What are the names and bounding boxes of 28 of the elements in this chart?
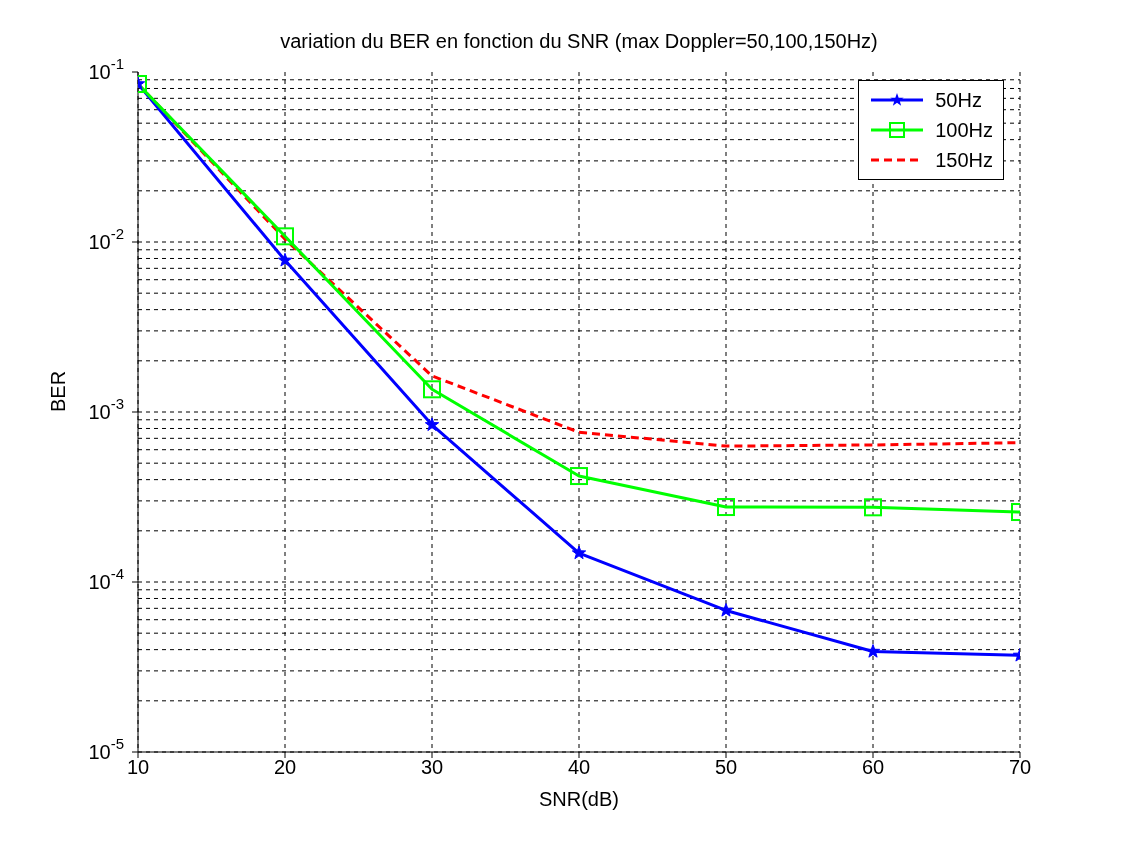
x-tick-label: 70	[1008, 756, 1032, 779]
x-tick-label: 60	[861, 756, 885, 779]
point	[570, 467, 588, 486]
x-tick-label: 40	[567, 756, 591, 779]
y-tick-label: 10$^{-2}$	[88, 225, 124, 253]
x-tick-label: 10	[126, 756, 150, 779]
point	[864, 498, 882, 517]
y-tick-label: 10$^{-5}$	[88, 735, 124, 763]
y-axis-title: BER	[47, 370, 70, 412]
legend-label: 100Hz	[935, 118, 993, 143]
point	[717, 498, 735, 517]
chart-title: variation du BER en fonction du SNR (max Doppler=50,100,150Hz)	[279, 30, 879, 53]
x-tick-label: 20	[273, 756, 297, 779]
y-tick-label: 10$^{-3}$	[88, 395, 124, 423]
point	[423, 380, 441, 399]
point	[718, 602, 734, 617]
point	[424, 417, 440, 432]
point	[865, 644, 881, 658]
point	[276, 227, 294, 246]
y-tick-label: 10$^{-4}$	[88, 565, 124, 593]
x-tick-label: 50	[714, 756, 738, 779]
legend-label: 150Hz	[935, 148, 993, 173]
x-tick-label: 30	[420, 756, 444, 779]
legend-label: 50Hz	[935, 88, 982, 113]
x-axis-title: SNR(dB)	[538, 788, 620, 810]
y-tick-label: 10$^{-1}$	[88, 55, 124, 83]
point	[277, 252, 293, 267]
point	[571, 545, 587, 560]
